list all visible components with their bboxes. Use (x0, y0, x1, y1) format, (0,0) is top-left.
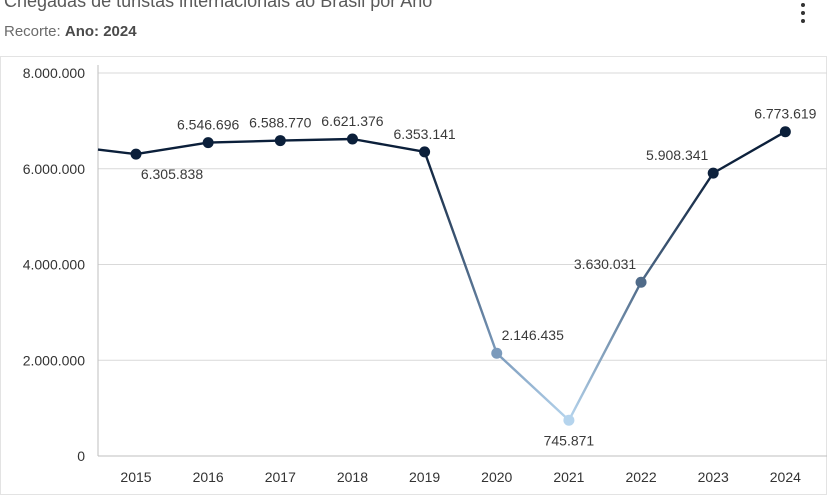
data-label: 6.621.376 (321, 113, 383, 129)
data-label: 6.305.838 (141, 166, 203, 182)
filter-summary: Recorte: Ano: 2024 (4, 23, 137, 40)
series-line-segment (351, 137, 426, 154)
data-point[interactable] (779, 126, 791, 138)
data-point[interactable] (635, 276, 647, 288)
x-tick-label: 2015 (120, 469, 151, 485)
filter-value: Ano: 2024 (64, 23, 137, 40)
series-line-segment (712, 130, 787, 175)
line-chart: 0 2.000.000 4.000.000 6.000.000 8.000.000 201… (23, 65, 827, 485)
x-tick-label: 2023 (698, 469, 729, 485)
data-label: 6.546.696 (177, 117, 239, 133)
data-label: 2.146.435 (502, 327, 564, 343)
data-label: 6.588.770 (249, 115, 311, 131)
data-point[interactable] (274, 135, 286, 147)
x-tick-label: 2017 (265, 469, 296, 485)
x-tick-label: 2016 (193, 469, 224, 485)
data-label: 6.773.619 (754, 106, 816, 122)
x-tick-label: 2021 (553, 469, 584, 485)
y-tick-label: 6.000.000 (23, 161, 85, 177)
series-line-segment (495, 352, 571, 422)
data-point[interactable] (563, 414, 575, 426)
filter-label: Recorte: (4, 23, 61, 40)
data-label: 745.871 (544, 432, 595, 448)
chart-title: Chegadas de turistas internacionais ao B… (4, 0, 433, 11)
series-line-segment (206, 139, 282, 144)
data-point[interactable] (346, 133, 358, 145)
series-line-segment (639, 171, 715, 284)
chart-header: Chegadas de turistas internacionais ao B… (0, 0, 827, 56)
series-line-segment (279, 137, 354, 142)
data-label: 5.908.341 (646, 147, 708, 163)
y-tick-label: 0 (77, 448, 85, 464)
data-point[interactable] (491, 347, 503, 359)
series-line-segment (567, 281, 643, 422)
data-point[interactable] (419, 146, 431, 158)
x-tick-label: 2018 (337, 469, 368, 485)
y-tick-label: 2.000.000 (23, 352, 85, 368)
chart-card: 0 2.000.000 4.000.000 6.000.000 8.000.000 201… (0, 56, 827, 495)
data-label: 3.630.031 (574, 256, 636, 272)
data-point[interactable] (202, 137, 214, 149)
data-point[interactable] (130, 148, 142, 160)
more-vertical-icon[interactable] (794, 0, 812, 26)
x-tick-label: 2022 (625, 469, 656, 485)
series-line-segment (97, 148, 137, 156)
y-tick-label: 4.000.000 (23, 257, 85, 273)
x-tick-label: 2020 (481, 469, 512, 485)
data-label: 6.353.141 (393, 126, 455, 142)
x-tick-label: 2019 (409, 469, 440, 485)
data-point[interactable] (707, 167, 719, 179)
series-line-segment (134, 141, 210, 156)
x-tick-label: 2024 (770, 469, 801, 485)
y-tick-label: 8.000.000 (23, 65, 85, 81)
series-line-segment (423, 150, 498, 355)
